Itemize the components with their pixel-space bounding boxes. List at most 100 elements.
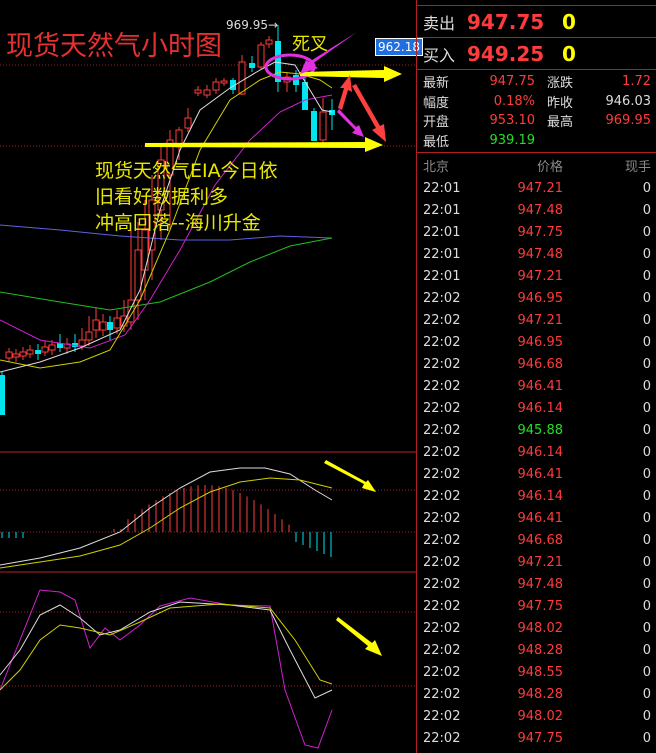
annotation-line: 旧看好数据利多 (95, 186, 229, 208)
tick-volume: 0 (642, 378, 651, 394)
tick-row: 22:01 947.75 0 (417, 221, 656, 243)
buy-volume: 0 (562, 41, 576, 66)
tick-time: 22:01 (423, 180, 461, 196)
tick-time: 22:02 (423, 356, 461, 372)
tick-time: 22:02 (423, 686, 461, 702)
tick-volume: 0 (642, 422, 651, 438)
tick-row: 22:02 946.41 0 (417, 507, 656, 529)
tick-time: 22:02 (423, 532, 461, 548)
candle-body (107, 322, 113, 330)
tick-row: 22:02 948.02 0 (417, 617, 656, 639)
stat-label: 昨收 (547, 95, 574, 111)
sell-row[interactable]: 卖出 947.75 0 (417, 6, 656, 38)
tick-time: 22:01 (423, 246, 461, 262)
header-volume: 现手 (624, 159, 651, 175)
tick-price: 947.48 (517, 202, 564, 218)
tick-price: 946.68 (517, 532, 564, 548)
tick-time: 22:02 (423, 708, 461, 724)
tick-price: 946.41 (517, 466, 564, 482)
tick-time: 22:02 (423, 400, 461, 416)
tick-time: 22:01 (423, 224, 461, 240)
candle-body (85, 331, 93, 341)
tick-row: 22:02 946.14 0 (417, 397, 656, 419)
stat-label: 涨跌 (547, 76, 574, 92)
quote-panel: 卖出 947.75 0 买入 949.25 0 最新 947.75 涨跌 1.72 幅度… (416, 0, 656, 753)
tick-row: 22:02 948.55 0 (417, 661, 656, 683)
high-price-label: 969.95→ (226, 18, 279, 32)
tick-header: 北京 价格 现手 (417, 153, 656, 177)
candlesticks (0, 25, 335, 415)
annotation-line: 现货天然气EIA今日依 (95, 160, 278, 182)
candle-body (141, 229, 149, 271)
tick-time: 22:02 (423, 554, 461, 570)
kdj-yellow-line (0, 603, 333, 691)
stat-label: 最低 (423, 134, 450, 150)
tick-time: 22:01 (423, 268, 461, 284)
tick-price: 947.21 (517, 180, 564, 196)
buy-row[interactable]: 买入 949.25 0 (417, 38, 656, 70)
tick-price: 947.75 (517, 598, 564, 614)
tick-time: 22:02 (423, 334, 461, 350)
candle-body (78, 339, 86, 347)
tick-volume: 0 (642, 554, 651, 570)
stat-row: 幅度 0.18% 昨收 946.03 (417, 92, 656, 112)
macd-bars (1, 485, 332, 557)
tick-volume: 0 (642, 466, 651, 482)
tick-row: 22:02 946.68 0 (417, 529, 656, 551)
stat-label: 幅度 (423, 95, 450, 111)
annotation-arrows (145, 32, 402, 656)
tick-price: 947.75 (517, 730, 564, 746)
tick-volume: 0 (642, 312, 651, 328)
price-chart[interactable] (0, 0, 416, 753)
candle-body (48, 344, 56, 351)
tick-time: 22:02 (423, 510, 461, 526)
tick-volume: 0 (642, 532, 651, 548)
tick-volume: 0 (642, 246, 651, 262)
tick-time: 22:02 (423, 378, 461, 394)
tick-price: 948.02 (517, 620, 564, 636)
tick-volume: 0 (642, 576, 651, 592)
tick-row: 22:01 947.21 0 (417, 177, 656, 199)
tick-list[interactable]: 22:01 947.21 0 22:01 947.48 0 22:01 947.75 0 22:0… (417, 177, 656, 749)
chart-title: 现货天然气小时图 (6, 31, 222, 62)
tick-row: 22:01 947.48 0 (417, 243, 656, 265)
tick-volume: 0 (642, 180, 651, 196)
candle-body (0, 375, 5, 415)
kdj-white-line (0, 601, 333, 699)
tick-price: 948.02 (517, 708, 564, 724)
tick-row: 22:02 947.21 0 (417, 309, 656, 331)
stat-value: 939.19 (489, 132, 536, 148)
stat-label: 最新 (423, 76, 450, 92)
tick-volume: 0 (642, 334, 651, 350)
candle-body (41, 346, 49, 353)
candle-body (57, 343, 63, 348)
candle-body (302, 82, 308, 110)
tick-price: 947.21 (517, 554, 564, 570)
tick-price: 946.14 (517, 444, 564, 460)
candle-body (238, 61, 246, 95)
candle-body (184, 117, 192, 129)
tick-price: 947.21 (517, 312, 564, 328)
candle-body (134, 249, 142, 301)
tick-volume: 0 (642, 642, 651, 658)
tick-time: 22:02 (423, 576, 461, 592)
tick-time: 22:02 (423, 598, 461, 614)
tick-price: 946.14 (517, 400, 564, 416)
tick-time: 22:02 (423, 422, 461, 438)
tick-time: 22:02 (423, 488, 461, 504)
macd-yellow-line (0, 477, 333, 569)
tick-row: 22:01 947.48 0 (417, 199, 656, 221)
tick-row: 22:02 945.88 0 (417, 419, 656, 441)
tick-row: 22:01 947.21 0 (417, 265, 656, 287)
tick-volume: 0 (642, 290, 651, 306)
tick-row: 22:02 948.02 0 (417, 705, 656, 727)
tick-row: 22:02 946.14 0 (417, 485, 656, 507)
ma-magenta-line (0, 94, 333, 349)
candle-body (127, 299, 135, 323)
tick-volume: 0 (642, 620, 651, 636)
tick-price: 947.48 (517, 576, 564, 592)
candle-body (113, 317, 121, 329)
tick-price: 947.75 (517, 224, 564, 240)
tick-volume: 0 (642, 664, 651, 680)
tick-price: 946.95 (517, 290, 564, 306)
